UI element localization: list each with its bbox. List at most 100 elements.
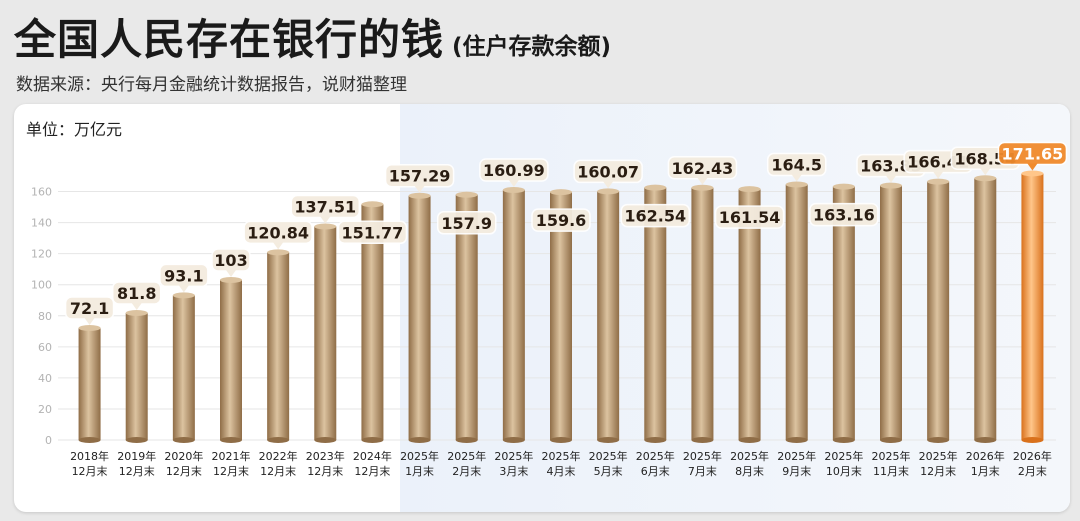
bar: [644, 187, 667, 440]
category-label-month: 7月末: [688, 464, 717, 478]
category-label-year: 2026年: [966, 449, 1005, 463]
value-label-pointer: [980, 168, 991, 176]
category-label-month: 12月末: [260, 464, 296, 478]
y-tick-label: 80: [38, 310, 52, 323]
bar-base: [361, 437, 384, 443]
value-label-pointer: [414, 185, 425, 193]
bar-cap: [550, 189, 572, 196]
bar-base: [125, 437, 148, 443]
bar-base: [314, 437, 337, 443]
category-label-month: 5月末: [594, 464, 623, 478]
bar-base: [597, 437, 620, 443]
value-label-pointer: [84, 318, 95, 326]
bar-cap: [220, 277, 242, 284]
bar: [361, 204, 384, 440]
bar-cap: [125, 309, 148, 316]
value-label: 157.9: [441, 214, 492, 233]
bar: [267, 252, 290, 440]
bar: [1021, 173, 1044, 440]
value-label: 160.99: [483, 161, 545, 180]
category-label-month: 8月末: [735, 464, 764, 478]
value-label-pointer: [508, 179, 519, 187]
y-tick-label: 160: [31, 186, 52, 199]
bar: [738, 189, 761, 440]
bar-base: [172, 437, 195, 443]
category-label-month: 12月末: [354, 464, 390, 478]
value-label-pointer: [226, 270, 236, 278]
bar: [832, 186, 855, 440]
category-label-year: 2018年: [70, 449, 109, 463]
bar-cap: [78, 325, 101, 332]
category-label-year: 2025年: [777, 449, 816, 463]
bar-base: [691, 437, 714, 443]
category-label-month: 12月末: [72, 464, 108, 478]
bar-base: [502, 437, 525, 443]
bar-cap: [408, 192, 431, 199]
chart-subtitle: (住户存款余额): [452, 34, 612, 60]
bar-cap: [644, 184, 667, 191]
value-label: 162.54: [624, 207, 686, 226]
value-label-bubble: [337, 220, 408, 245]
value-label: 162.43: [672, 159, 734, 178]
bar: [455, 194, 478, 440]
category-label-year: 2025年: [919, 449, 958, 463]
category-label-year: 2024年: [353, 449, 392, 463]
category-label-year: 2022年: [259, 449, 298, 463]
category-label-month: 9月末: [782, 464, 811, 478]
bar: [550, 192, 572, 440]
value-label-bubble: [809, 202, 879, 227]
category-label-month: 12月末: [213, 464, 249, 478]
bar-cap: [738, 186, 761, 193]
category-label-year: 2025年: [636, 449, 675, 463]
bar: [927, 181, 950, 440]
y-tick-label: 60: [38, 341, 52, 354]
category-label-month: 12月末: [119, 464, 155, 478]
category-label-year: 2025年: [447, 449, 486, 463]
bar-cap: [880, 182, 902, 189]
bar-cap: [267, 249, 290, 256]
value-label-bubble: [436, 211, 497, 235]
category-label-month: 2月末: [452, 464, 481, 478]
category-label-year: 2025年: [730, 449, 769, 463]
value-label-pointer: [933, 171, 944, 179]
value-label: 159.6: [536, 211, 587, 230]
bar-cap: [927, 178, 950, 185]
bar-base: [408, 437, 431, 443]
value-label: 160.07: [577, 162, 639, 181]
bar: [408, 195, 431, 440]
value-label-pointer: [697, 177, 708, 185]
value-label-pointer: [603, 181, 614, 189]
bar-cap: [172, 292, 195, 299]
value-label-pointer: [178, 285, 189, 293]
category-label-month: 2月末: [1018, 464, 1047, 478]
unit-label: 单位：万亿元: [26, 120, 123, 139]
category-label-month: 12月末: [307, 464, 343, 478]
bar-base: [220, 437, 242, 443]
category-label-year: 2025年: [589, 449, 628, 463]
value-label: 93.1: [164, 266, 203, 285]
category-label-month: 12月末: [166, 464, 202, 478]
bar: [220, 280, 242, 440]
value-label: 120.84: [247, 223, 309, 242]
value-label: 164.5: [771, 156, 822, 175]
bar-base: [785, 437, 808, 443]
category-label-month: 4月末: [547, 464, 576, 478]
value-label-pointer: [886, 175, 896, 183]
bar-cap: [597, 188, 620, 195]
category-label-year: 2019年: [117, 449, 156, 463]
category-label-year: 2026年: [1013, 449, 1052, 463]
bar-base: [880, 437, 902, 443]
category-label-month: 10月末: [826, 464, 862, 478]
category-label-year: 2021年: [212, 449, 251, 463]
bar-cap: [785, 181, 808, 188]
bar-base: [267, 437, 290, 443]
bar: [314, 226, 337, 440]
bar-base: [974, 437, 997, 443]
value-label: 161.54: [719, 208, 781, 227]
bar: [502, 189, 525, 440]
y-tick-label: 120: [31, 248, 52, 261]
bar: [785, 184, 808, 440]
bar-base: [644, 437, 667, 443]
bar-base: [1021, 437, 1044, 443]
value-label: 157.29: [389, 167, 451, 186]
